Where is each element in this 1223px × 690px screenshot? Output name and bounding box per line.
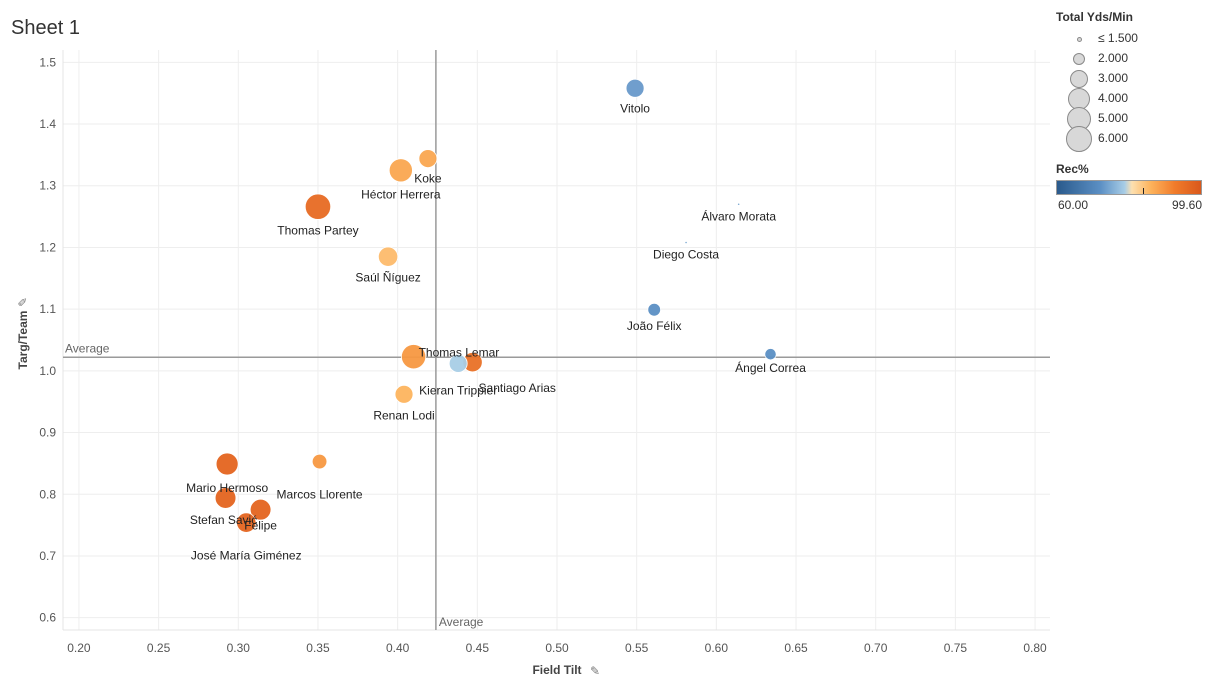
sheet-title: Sheet 1 [11,17,80,39]
point-label: Santiago Arias [479,381,556,395]
data-point [304,193,332,220]
data-point [647,302,661,317]
x-average-label: Average [439,615,484,629]
x-axis-label: Field Tilt [532,663,581,677]
x-tick-label: 0.45 [466,641,490,655]
size-legend-circle [1070,70,1088,88]
y-axis-label: Targ/Team [16,311,30,370]
size-legend-label: ≤ 1.500 [1098,31,1138,45]
size-legend-label: 4.000 [1098,91,1129,105]
data-point [448,354,468,373]
size-legend-circle [1066,126,1092,152]
data-point [625,78,645,98]
pin-icon: ✎ [16,297,30,307]
color-legend-min: 60.00 [1058,198,1089,212]
x-tick-label: 0.70 [864,641,888,655]
data-point [418,149,438,169]
y-tick-label: 1.3 [39,179,56,193]
x-tick-label: 0.30 [227,641,251,655]
size-legend-label: 2.000 [1098,51,1129,65]
x-tick-label: 0.20 [67,641,91,655]
scatter-chart: 0.20 0.25 0.30 0.35 0.40 0.45 0.50 0.55 0.60 0.65… [16,50,1050,678]
data-point [249,498,272,521]
point-label: Diego Costa [653,248,719,262]
size-legend-item: 4.000 [1056,88,1216,110]
y-tick-label: 1.4 [39,117,56,131]
point-label: Mario Hermoso [186,481,268,495]
point-label: Héctor Herrera [361,187,441,201]
y-tick-label: 0.8 [39,487,56,501]
x-tick-label: 0.65 [784,641,808,655]
data-point [377,246,399,267]
y-tick-label: 1.0 [39,364,56,378]
pin-icon: ✎ [590,664,600,678]
y-average-label: Average [65,341,110,355]
y-tick-label: 0.7 [39,549,56,563]
color-gradient-bar [1056,180,1202,195]
color-legend-title: Rec% [1056,162,1089,176]
x-tick-label: 0.35 [306,641,330,655]
point-label: Marcos Llorente [277,488,363,502]
size-legend-item: 2.000 [1056,48,1216,68]
point-label: Ángel Correa [735,360,806,375]
y-tick-label: 0.6 [39,611,56,625]
y-tick-label: 1.2 [39,240,56,254]
data-point [684,240,688,245]
point-label: Stefan Savić [190,513,257,527]
data-point [737,202,741,206]
point-label: Thomas Lemar [419,346,500,360]
x-tick-label: 0.40 [386,641,410,655]
x-tick-label: 0.60 [705,641,729,655]
data-point [214,487,237,509]
point-label: Saúl Ñíguez [355,271,420,285]
size-legend-title: Total Yds/Min [1056,10,1133,24]
y-tick-label: 0.9 [39,426,56,440]
size-legend-circle [1073,53,1085,65]
size-legend-circle [1076,36,1082,42]
data-point [388,158,413,183]
y-tick-label: 1.1 [39,302,56,316]
x-tick-label: 0.75 [944,641,968,655]
data-point [764,348,777,361]
point-label: Thomas Partey [277,224,358,238]
data-point [215,452,239,476]
point-label: Renan Lodi [373,408,434,422]
data-point [400,344,427,370]
data-point [394,384,414,404]
size-legend-label: 5.000 [1098,111,1129,125]
size-legend-item: 5.000 [1056,107,1216,131]
point-label: Álvaro Morata [701,208,776,223]
size-legend-item: 6.000 [1056,126,1216,152]
x-tick-label: 0.80 [1023,641,1047,655]
color-legend-max: 99.60 [1171,198,1202,212]
size-legend-label: 3.000 [1098,71,1129,85]
x-tick-label: 0.25 [147,641,171,655]
size-legend-item: 3.000 [1056,68,1216,88]
data-point [311,453,328,470]
size-legend-label: 6.000 [1098,131,1129,145]
y-tick-label: 1.5 [39,55,56,69]
legend: Total Yds/Min ≤ 1.500 2.000 3.000 4.000 5.00… [1056,10,1216,212]
data-point [236,512,257,533]
point-label: Koke [414,172,442,186]
size-legend-item: ≤ 1.500 [1056,28,1216,48]
point-label: Kieran Trippier [419,383,497,397]
x-tick-label: 0.50 [545,641,569,655]
point-label: João Félix [627,319,682,333]
point-label: José María Giménez [191,549,302,563]
x-tick-label: 0.55 [625,641,649,655]
point-label: Felipe [244,519,277,533]
size-legend: ≤ 1.500 2.000 3.000 4.000 5.000 6.000 [1056,28,1216,152]
point-label: Vitolo [620,101,650,115]
